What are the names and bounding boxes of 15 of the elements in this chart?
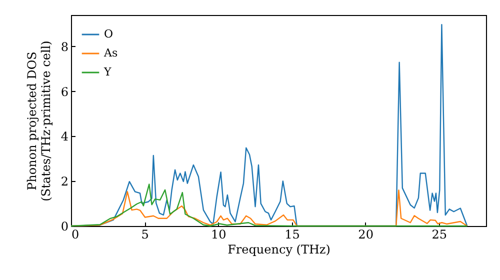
x-tick-label: 20: [358, 228, 374, 242]
y-tick-label: 6: [60, 84, 68, 99]
x-tick-label: 25: [432, 228, 448, 242]
y-tick-label: 2: [60, 174, 68, 189]
x-tick-label: 15: [284, 228, 300, 242]
x-tick-label: 5: [141, 228, 149, 242]
x-tick-label: 0: [72, 228, 80, 242]
y-axis-title: Phonon projected DOS (States/THz·primitive cell): [24, 40, 53, 202]
legend-label: As: [103, 46, 118, 60]
legend-label: Y: [103, 66, 112, 78]
legend-label: O: [104, 28, 114, 40]
x-tick-label: 10: [211, 228, 226, 242]
x-axis-title: Frequency (THz): [228, 242, 330, 256]
y-tick-label: 4: [60, 130, 69, 144]
y-tick-label: 8: [60, 40, 68, 54]
